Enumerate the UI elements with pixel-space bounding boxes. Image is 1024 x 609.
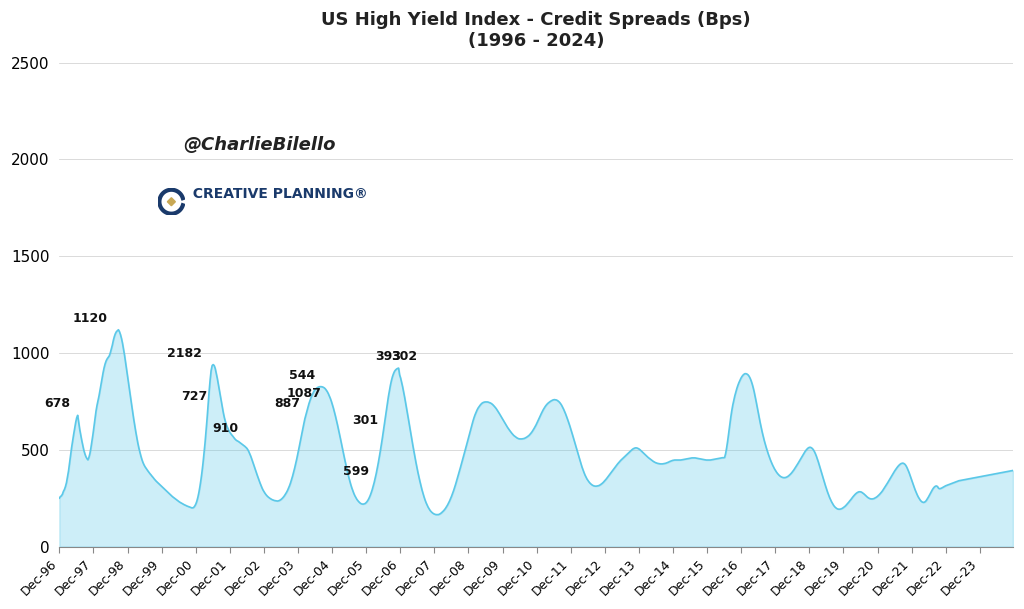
Text: @CharlieBilello: @CharlieBilello — [183, 136, 336, 153]
Text: 1120: 1120 — [73, 312, 108, 325]
Text: CREATIVE PLANNING®: CREATIVE PLANNING® — [183, 187, 368, 201]
Text: 302: 302 — [391, 350, 418, 363]
Title: US High Yield Index - Credit Spreads (Bps)
(1996 - 2024): US High Yield Index - Credit Spreads (Bp… — [322, 11, 751, 50]
Text: 393: 393 — [376, 350, 401, 363]
Text: 544: 544 — [289, 369, 315, 382]
Text: 1087: 1087 — [287, 387, 322, 400]
Text: 910: 910 — [212, 422, 239, 435]
Text: 727: 727 — [180, 390, 207, 403]
Text: 678: 678 — [44, 398, 71, 410]
Text: 2182: 2182 — [167, 347, 202, 361]
Text: 599: 599 — [343, 465, 369, 478]
Text: 301: 301 — [352, 414, 378, 427]
Text: 887: 887 — [274, 397, 300, 410]
